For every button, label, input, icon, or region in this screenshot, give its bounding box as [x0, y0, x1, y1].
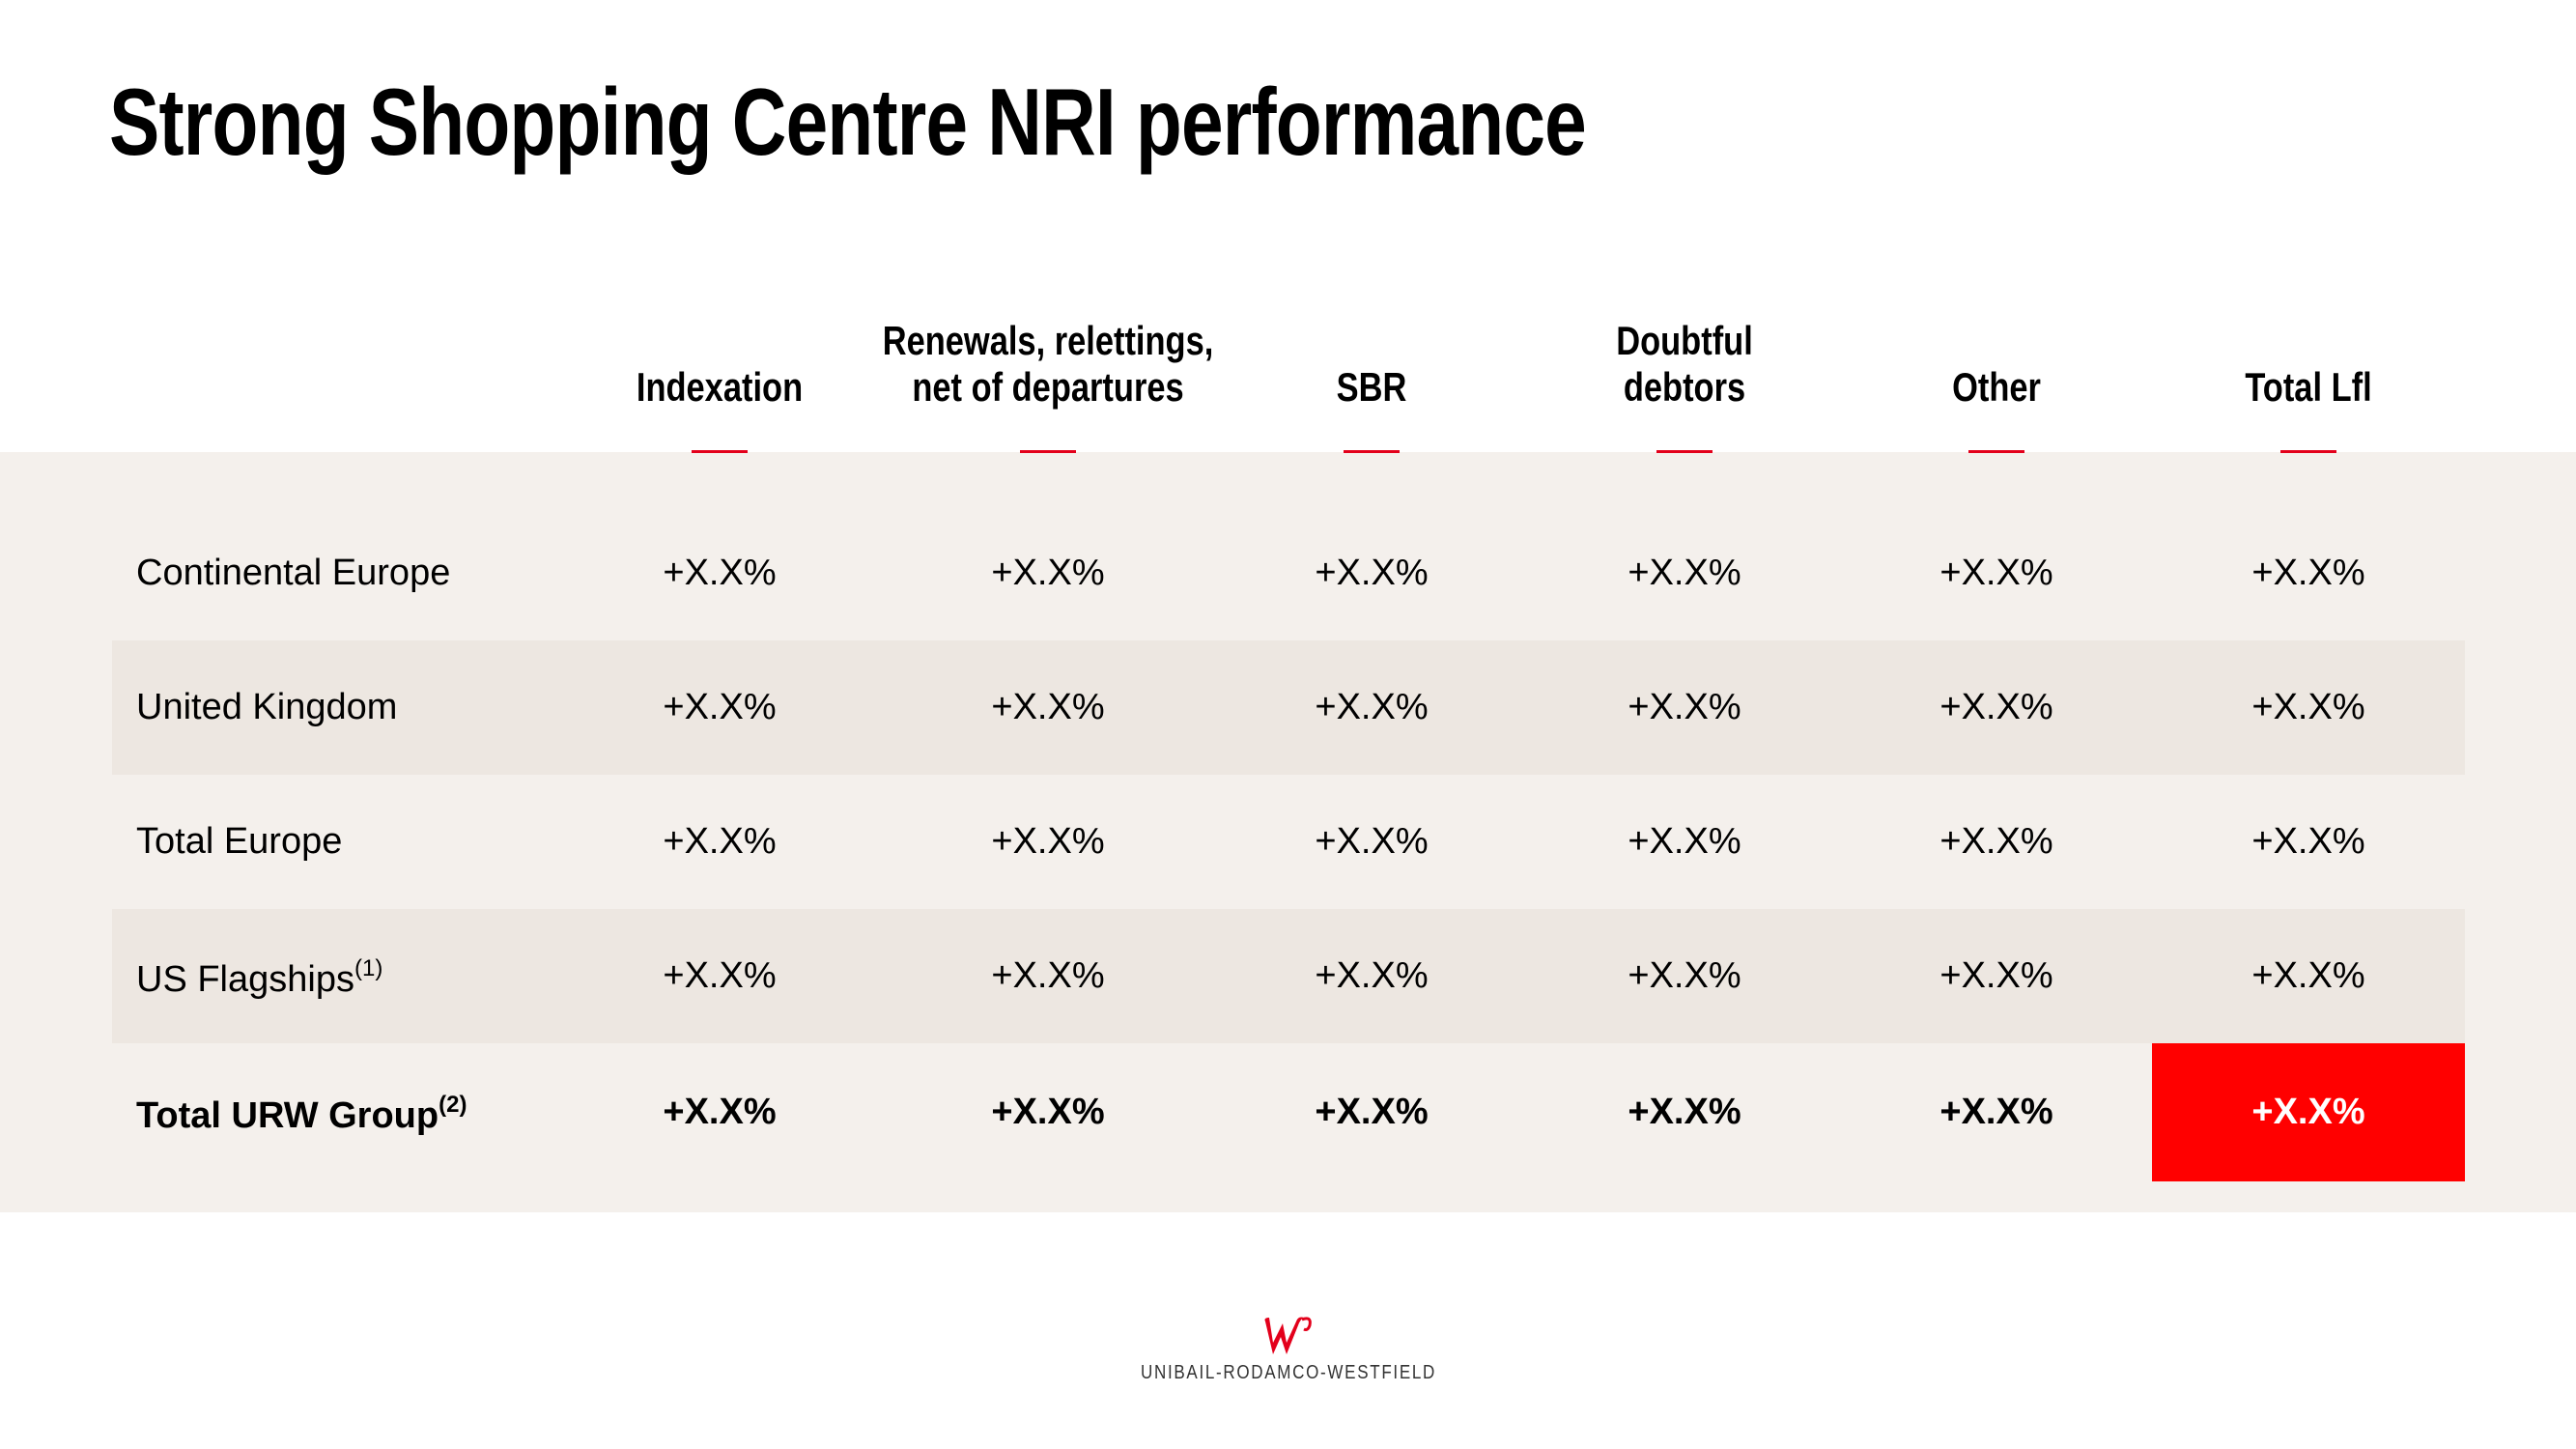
footnote-ref: (2) — [439, 1091, 467, 1118]
table-cell: +X.X% — [2251, 686, 2365, 727]
table-cell: +X.X% — [1939, 954, 2053, 996]
table-cell: +X.X% — [2251, 552, 2365, 593]
table-cell: +X.X% — [1628, 686, 1741, 727]
table-cell: +X.X% — [991, 820, 1105, 862]
brand-name: UNIBAIL-RODAMCO-WESTFIELD — [1140, 1362, 1437, 1383]
table-background — [0, 452, 2576, 1212]
table-cell: +X.X% — [991, 954, 1105, 996]
header-line: debtors — [1623, 364, 1746, 410]
table-cell: +X.X% — [1628, 954, 1741, 996]
table-cell: +X.X% — [663, 954, 777, 996]
header-line: Indexation — [636, 364, 804, 410]
header-underline — [1344, 450, 1400, 453]
column-header: Total Lfl — [2142, 364, 2475, 411]
table-cell: +X.X% — [1939, 1091, 2053, 1132]
row-stripe — [112, 640, 2465, 775]
row-label-text: United Kingdom — [136, 686, 398, 727]
table-cell: +X.X% — [663, 686, 777, 727]
row-label-text: US Flagships — [136, 958, 354, 1000]
footnote-ref: (1) — [354, 954, 383, 981]
table-cell: +X.X% — [1939, 820, 2053, 862]
header-line: Doubtful — [1616, 318, 1753, 363]
table-cell: +X.X% — [1939, 686, 2053, 727]
table-cell: +X.X% — [1628, 552, 1741, 593]
table-cell: +X.X% — [991, 552, 1105, 593]
highlight-cell — [2152, 1043, 2465, 1181]
header-underline — [1020, 450, 1076, 453]
header-line: Other — [1952, 364, 2041, 410]
table-cell: +X.X% — [663, 552, 777, 593]
header-line: net of departures — [912, 364, 1184, 410]
row-label: Continental Europe — [136, 553, 450, 594]
slide-title: Strong Shopping Centre NRI performance — [109, 69, 1587, 175]
table-cell: +X.X% — [663, 1091, 777, 1132]
table-cell: +X.X% — [1939, 552, 2053, 593]
row-label-text: Continental Europe — [136, 552, 451, 593]
table-cell: +X.X% — [1315, 552, 1429, 593]
table-cell: +X.X% — [2251, 954, 2365, 996]
row-label-text: Total Europe — [136, 820, 343, 862]
table-cell: +X.X% — [1315, 954, 1429, 996]
row-label: United Kingdom — [136, 687, 397, 728]
row-label: Total URW Group(2) — [136, 1092, 467, 1137]
table-cell: +X.X% — [991, 1091, 1105, 1132]
table-cell: +X.X% — [1628, 820, 1741, 862]
column-header: SBR — [1205, 364, 1538, 411]
row-label-text: Total URW Group — [136, 1094, 439, 1136]
table-cell: +X.X% — [1315, 820, 1429, 862]
header-line: Total Lfl — [2245, 364, 2372, 410]
logo-mark — [1264, 1317, 1312, 1354]
table-cell: +X.X% — [2251, 1091, 2365, 1132]
table-cell: +X.X% — [2251, 820, 2365, 862]
header-underline — [1968, 450, 2024, 453]
table-cell: +X.X% — [1628, 1091, 1741, 1132]
row-label: US Flagships(1) — [136, 955, 382, 1001]
header-underline — [692, 450, 748, 453]
table-cell: +X.X% — [1315, 686, 1429, 727]
header-line: SBR — [1336, 364, 1407, 410]
column-header: Doubtful debtors — [1518, 318, 1851, 411]
column-header: Indexation — [553, 364, 886, 411]
table-cell: +X.X% — [663, 820, 777, 862]
row-label: Total Europe — [136, 821, 342, 863]
header-line: Renewals, relettings, — [882, 318, 1214, 363]
column-header: Renewals, relettings, net of departures — [882, 318, 1214, 411]
table-cell: +X.X% — [1315, 1091, 1429, 1132]
header-underline — [1656, 450, 1713, 453]
column-header: Other — [1830, 364, 2163, 411]
row-stripe — [112, 909, 2465, 1043]
table-cell: +X.X% — [991, 686, 1105, 727]
header-underline — [2280, 450, 2336, 453]
